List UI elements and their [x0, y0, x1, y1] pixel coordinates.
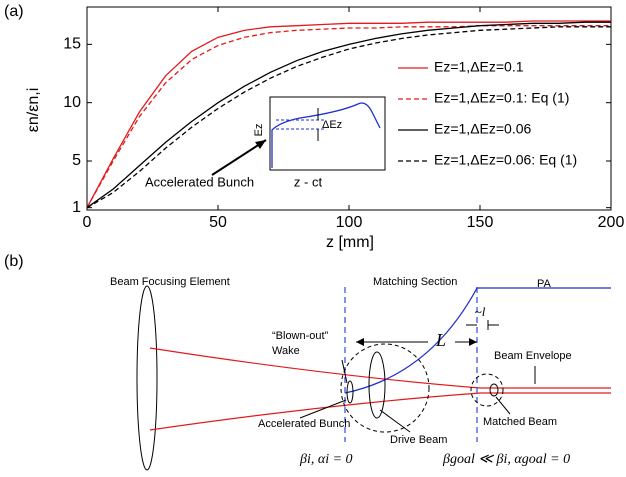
panel-label: (b) [4, 253, 24, 270]
legend-label: Ez=1,ΔEz=0.06: Eq (1) [434, 152, 577, 168]
label: Matching Section [373, 276, 457, 288]
matched-beam [489, 383, 499, 397]
legend-label: Ez=1,ΔEz=0.1: Eq (1) [434, 90, 569, 106]
beam-envelope [149, 347, 611, 389]
y-axis-label: εn/εn,i [25, 88, 42, 133]
annotation: Accelerated Bunch [145, 174, 254, 189]
arrowhead [356, 338, 364, 346]
inset-y-label: Ez [253, 124, 265, 137]
label: Beam Envelope [494, 350, 572, 362]
y-tick-label: 1 [72, 199, 81, 216]
inset-curve [271, 102, 381, 168]
x-tick-label: 150 [467, 214, 494, 231]
panel-label: (a) [4, 3, 24, 20]
bunch [346, 380, 354, 404]
bunch-arrow [299, 399, 347, 419]
drive-beam [368, 351, 386, 419]
lens [136, 285, 158, 471]
y-tick-label: 15 [63, 36, 81, 53]
label: Drive Beam [390, 434, 447, 446]
annotation-arrowhead [255, 140, 266, 149]
annotation-arrow [211, 139, 267, 176]
label: PA [537, 278, 552, 290]
y-tick-label: 10 [63, 94, 81, 111]
x-tick-label: 0 [83, 214, 92, 231]
inset-x-label: z - ct [294, 174, 323, 189]
wake-region [340, 343, 430, 433]
legend-label: Ez=1,ΔEz=0.1 [434, 59, 524, 75]
label: βgoal ≪ βi, αgoal = 0 [442, 452, 570, 467]
legend-label: Ez=1,ΔEz=0.06 [434, 121, 532, 137]
label: L [435, 330, 446, 350]
wake-arrow [341, 359, 348, 384]
inset-frame [269, 96, 386, 171]
x-tick-label: 100 [336, 214, 363, 231]
label: “Blown-out” [272, 330, 329, 342]
drive-arrow [379, 409, 411, 433]
series-line [86, 20, 611, 208]
label: Wake [272, 345, 300, 357]
series-line [86, 25, 611, 208]
x-tick-label: 50 [209, 214, 227, 231]
inset-delta: ΔEz [322, 119, 342, 131]
label: ~l [475, 304, 486, 319]
label: Accelerated Bunch [258, 418, 350, 430]
label: Matched Beam [483, 416, 557, 428]
x-tick-label: 200 [598, 214, 625, 231]
label: βi, αi = 0 [299, 452, 353, 467]
label: Beam Focusing Element [110, 276, 230, 288]
x-axis-label: z [mm] [326, 234, 374, 251]
arrowhead [469, 338, 477, 346]
y-tick-label: 5 [72, 152, 81, 169]
beta-curve [344, 287, 611, 394]
matched-region [470, 373, 504, 407]
beam-envelope [149, 392, 611, 431]
series-line [86, 21, 611, 209]
matched-arrow [495, 396, 511, 415]
